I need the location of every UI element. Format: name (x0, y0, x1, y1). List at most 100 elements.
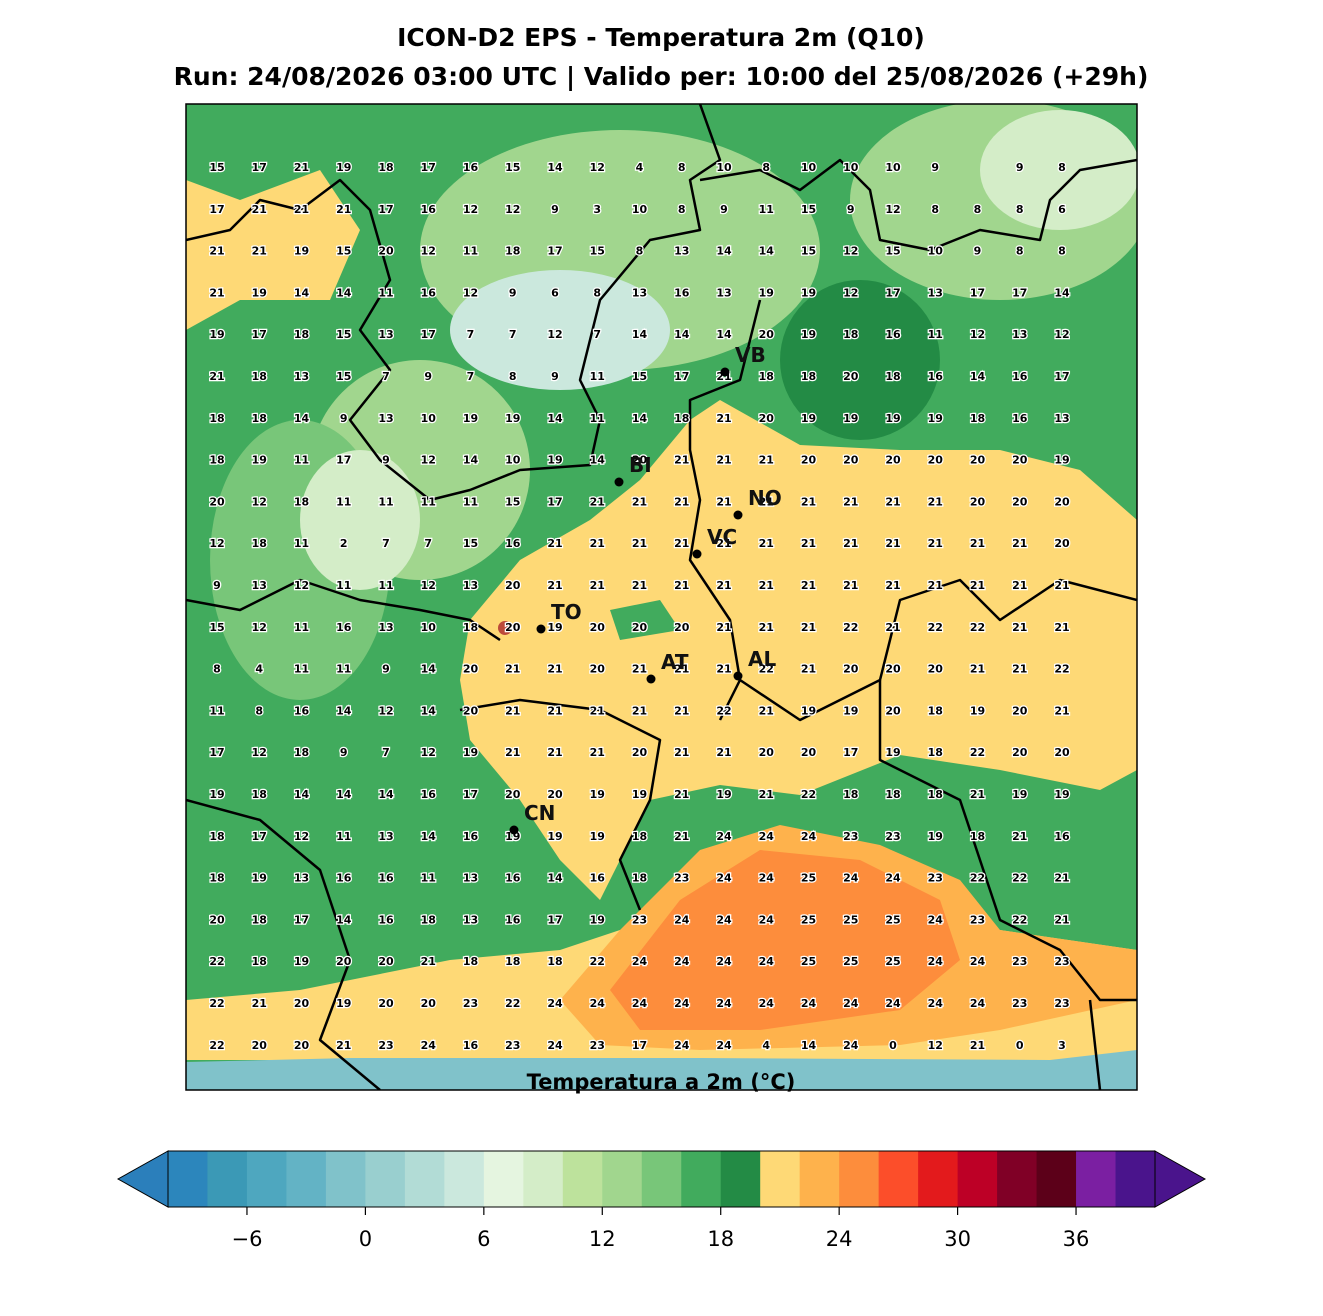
grid-value: 21 (674, 704, 689, 717)
grid-value: 16 (294, 704, 310, 717)
grid-value: 7 (382, 746, 390, 759)
grid-value: 21 (885, 621, 900, 634)
grid-value: 8 (974, 203, 982, 216)
colorbar-segment (404, 1151, 445, 1207)
grid-value: 11 (463, 245, 478, 258)
grid-value: 12 (252, 746, 267, 759)
grid-value: 6 (551, 286, 559, 299)
grid-value: 22 (970, 621, 985, 634)
grid-value: 9 (551, 203, 559, 216)
grid-value: 15 (505, 161, 520, 174)
grid-value: 16 (421, 788, 437, 801)
grid-value: 16 (336, 621, 352, 634)
grid-value: 10 (505, 454, 521, 467)
grid-value: 21 (716, 663, 731, 676)
grid-value: 21 (759, 537, 774, 550)
grid-value: 10 (801, 161, 817, 174)
grid-value: 4 (636, 161, 644, 174)
colorbar-segment (681, 1151, 722, 1207)
grid-value: 14 (547, 872, 563, 885)
grid-value: 21 (716, 746, 731, 759)
grid-value: 24 (970, 955, 986, 968)
grid-value: 24 (759, 872, 775, 885)
grid-value: 21 (674, 537, 689, 550)
grid-value: 14 (294, 788, 310, 801)
grid-value: 21 (252, 245, 267, 258)
subtitle: Run: 24/08/2026 03:00 UTC | Valido per: … (174, 62, 1149, 91)
grid-value: 21 (885, 537, 900, 550)
grid-value: 24 (928, 913, 944, 926)
grid-value: 21 (1012, 830, 1027, 843)
grid-value: 11 (590, 370, 605, 383)
grid-value: 11 (759, 203, 774, 216)
grid-value: 21 (547, 537, 562, 550)
grid-value: 4 (762, 1039, 770, 1052)
grid-value: 20 (336, 955, 352, 968)
grid-value: 23 (674, 872, 689, 885)
city-dot (536, 624, 546, 634)
grid-value: 9 (847, 203, 855, 216)
grid-value: 21 (843, 495, 858, 508)
grid-value: 15 (801, 203, 816, 216)
grid-value: 20 (547, 788, 563, 801)
colorbar-over (1154, 1150, 1207, 1208)
grid-value: 20 (843, 370, 859, 383)
grid-value: 9 (931, 161, 939, 174)
grid-value: 18 (252, 412, 267, 425)
grid-value: 25 (843, 913, 858, 926)
grid-value: 20 (1012, 746, 1028, 759)
grid-value: 19 (885, 412, 900, 425)
grid-value: 15 (336, 370, 351, 383)
grid-value: 24 (716, 913, 732, 926)
grid-value: 12 (294, 830, 309, 843)
colorbar-segment (918, 1151, 959, 1207)
grid-value: 7 (424, 537, 432, 550)
grid-value: 8 (213, 663, 221, 676)
grid-value: 24 (674, 913, 690, 926)
grid-value: 11 (590, 412, 605, 425)
grid-value: 13 (928, 286, 943, 299)
grid-value: 19 (970, 704, 985, 717)
grid-value: 13 (252, 579, 267, 592)
city-dot (720, 367, 730, 377)
grid-value: 21 (336, 203, 351, 216)
grid-value: 17 (294, 913, 309, 926)
grid-value: 13 (378, 621, 393, 634)
grid-value: 20 (378, 955, 394, 968)
grid-value: 20 (294, 1039, 310, 1052)
grid-value: 18 (463, 621, 478, 634)
grid-value: 21 (1054, 913, 1069, 926)
city-label: AL (748, 647, 776, 671)
grid-value: 20 (505, 579, 521, 592)
colorbar-tick-label: 18 (707, 1227, 734, 1251)
grid-value: 22 (209, 955, 224, 968)
grid-value: 18 (843, 328, 858, 341)
grid-value: 23 (378, 1039, 393, 1052)
grid-value: 19 (1054, 788, 1069, 801)
grid-value: 22 (1012, 872, 1027, 885)
grid-value: 18 (378, 161, 393, 174)
grid-value: 10 (421, 621, 437, 634)
grid-value: 11 (463, 495, 478, 508)
grid-value: 12 (547, 328, 562, 341)
grid-value: 16 (505, 872, 521, 885)
grid-value: 21 (716, 495, 731, 508)
grid-value: 18 (801, 370, 816, 383)
grid-value: 24 (843, 997, 859, 1010)
grid-value: 16 (421, 203, 437, 216)
grid-value: 20 (421, 997, 437, 1010)
grid-value: 16 (336, 872, 352, 885)
grid-value: 9 (340, 412, 348, 425)
grid-value: 18 (209, 872, 224, 885)
grid-value: 21 (885, 495, 900, 508)
grid-value: 14 (378, 788, 394, 801)
grid-value: 21 (674, 663, 689, 676)
grid-value: 17 (421, 328, 436, 341)
grid-value: 20 (1012, 495, 1028, 508)
grid-value: 18 (209, 454, 224, 467)
grid-value: 8 (678, 161, 686, 174)
grid-value: 13 (378, 328, 393, 341)
grid-value: 20 (378, 997, 394, 1010)
city-label: CN (524, 801, 555, 825)
